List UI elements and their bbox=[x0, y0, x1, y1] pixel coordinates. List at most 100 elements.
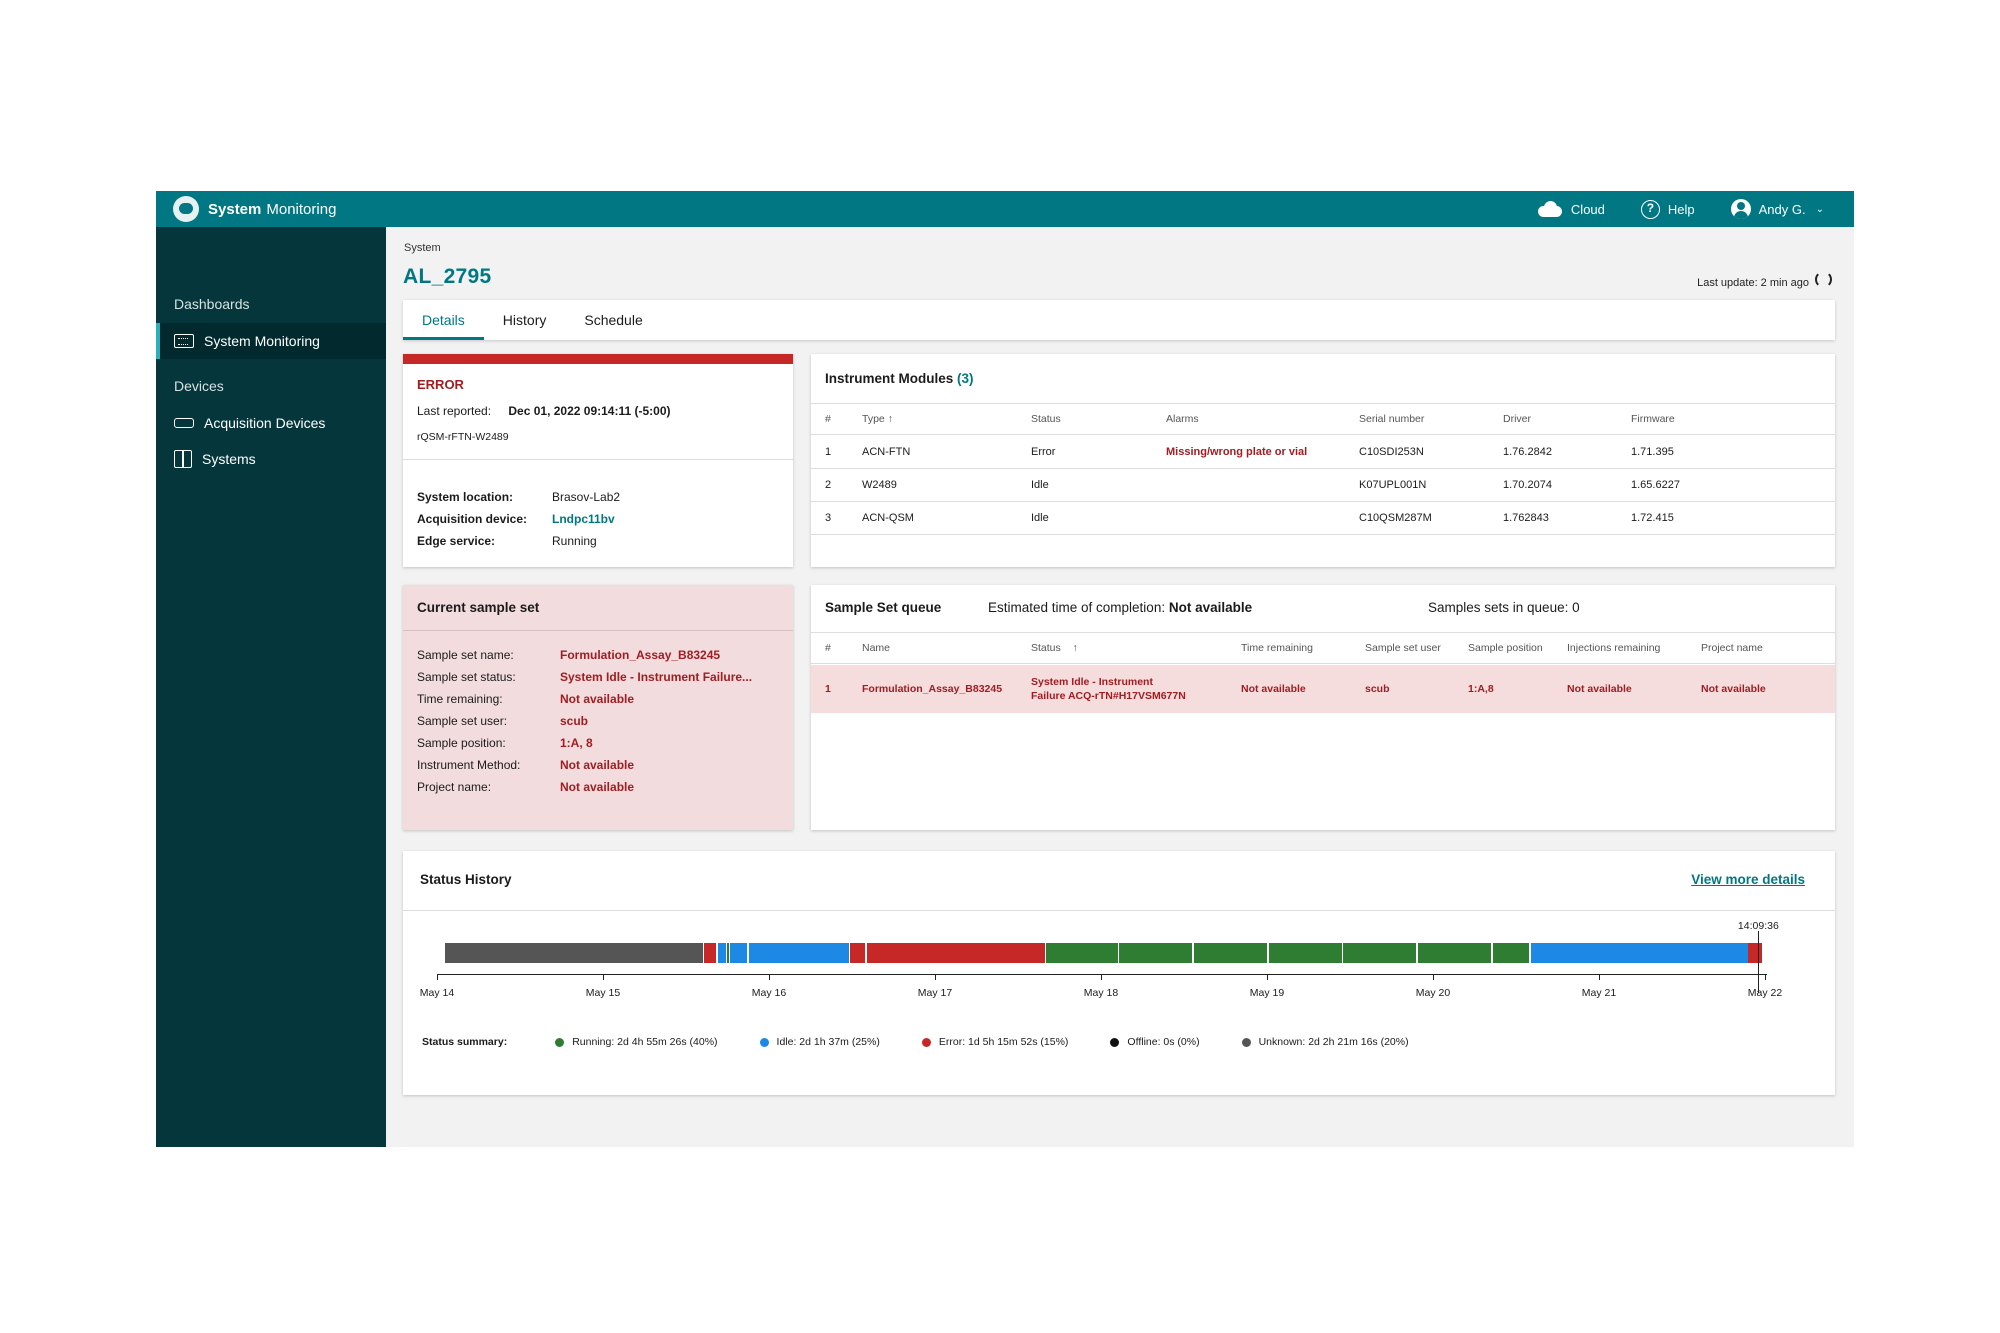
table-row[interactable]: 3 ACN-QSM Idle C10QSM287M 1.762843 1.72.… bbox=[811, 502, 1835, 535]
timeline-segment-error[interactable] bbox=[704, 943, 716, 963]
timeline-tick bbox=[603, 974, 604, 980]
timeline-segment-error[interactable] bbox=[850, 943, 866, 963]
user-name: Andy G. bbox=[1758, 201, 1806, 217]
timeline-segment-running[interactable] bbox=[1119, 943, 1193, 963]
sample-set-status: Sample set status: System Idle - Instrume… bbox=[417, 670, 752, 684]
timeline-segment-running[interactable] bbox=[1193, 943, 1267, 963]
user-menu[interactable]: Andy G. ⌄ bbox=[1730, 199, 1824, 219]
tab-schedule[interactable]: Schedule bbox=[584, 312, 643, 328]
cell: W2489 bbox=[862, 479, 897, 491]
main-content: System AL_2795 Last update: 2 min ago De… bbox=[386, 227, 1854, 1147]
edge-service: Edge service: Running bbox=[417, 534, 597, 548]
timeline-segment-error[interactable] bbox=[866, 943, 1045, 963]
column-header-status[interactable]: Status ↑ bbox=[1031, 633, 1078, 663]
field-value: Not available bbox=[560, 780, 635, 794]
timeline-day-label: May 17 bbox=[917, 987, 953, 999]
sort-arrow-up-icon: ↑ bbox=[887, 413, 893, 425]
project-name: Project name: Not available bbox=[417, 780, 634, 794]
app-brand[interactable]: System Monitoring bbox=[173, 196, 336, 222]
column-header: Alarms bbox=[1166, 413, 1199, 425]
table-row[interactable]: 1 ACN-FTN Error Missing/wrong plate or v… bbox=[811, 436, 1835, 469]
estimated-completion-value: Not available bbox=[1168, 600, 1253, 615]
timeline-segment-unknown[interactable] bbox=[445, 943, 703, 963]
column-header: Sample set user bbox=[1365, 642, 1441, 654]
timeline-day-label: May 21 bbox=[1581, 987, 1617, 999]
current-sample-set-title: Current sample set bbox=[417, 600, 540, 615]
field-value: scub bbox=[560, 714, 589, 728]
cell: 1 bbox=[825, 683, 831, 695]
legend-text: Idle: 2d 1h 37m (25%) bbox=[776, 1036, 880, 1048]
sample-position: Sample position: 1:A, 8 bbox=[417, 736, 593, 750]
column-header: Time remaining bbox=[1241, 642, 1313, 654]
queue-table-header: # Name Status ↑ Time remaining Sample se… bbox=[811, 632, 1835, 664]
time-remaining: Time remaining: Not available bbox=[417, 692, 634, 706]
field-label: Sample set status: bbox=[417, 670, 516, 684]
timeline-day-label: May 20 bbox=[1415, 987, 1451, 999]
instrument-method: Instrument Method: Not available bbox=[417, 758, 634, 772]
cloud-button[interactable]: Cloud bbox=[1537, 200, 1605, 218]
last-reported-label: Last reported: bbox=[417, 404, 492, 418]
cell: Not available bbox=[1567, 683, 1632, 695]
timeline-segment-idle[interactable] bbox=[1530, 943, 1749, 963]
sample-set-name: Sample set name: Formulation_Assay_B83245 bbox=[417, 648, 720, 662]
help-button[interactable]: ? Help bbox=[1640, 199, 1695, 219]
cell: Idle bbox=[1031, 479, 1049, 491]
column-header: Name bbox=[862, 642, 891, 654]
view-more-details-link[interactable]: View more details bbox=[1691, 872, 1805, 887]
legend-text: Offline: 0s (0%) bbox=[1127, 1036, 1200, 1048]
current-time-marker bbox=[1758, 931, 1760, 993]
systems-icon bbox=[174, 450, 192, 468]
timeline-segment-running[interactable] bbox=[1343, 943, 1417, 963]
timeline-segment-error[interactable] bbox=[1748, 943, 1762, 963]
field-label: Project name: bbox=[417, 780, 492, 794]
field-label: Sample set name: bbox=[417, 648, 514, 662]
timeline-segment-idle[interactable] bbox=[729, 943, 748, 963]
timeline-tick bbox=[1765, 974, 1766, 980]
table-row[interactable]: 2 W2489 Idle K07UPL001N 1.70.2074 1.65.6… bbox=[811, 469, 1835, 502]
current-sample-set-card: Current sample set Sample set name: Formu… bbox=[403, 585, 793, 830]
tab-history[interactable]: History bbox=[502, 312, 547, 328]
tab-bar: Details History Schedule bbox=[403, 300, 1835, 340]
user-avatar-icon bbox=[1730, 199, 1751, 219]
status-history-title: Status History bbox=[420, 872, 512, 887]
timeline-tick bbox=[437, 974, 438, 980]
cell: K07UPL001N bbox=[1359, 479, 1427, 491]
table-row[interactable]: 1 Formulation_Assay_B83245 System Idle -… bbox=[811, 665, 1835, 713]
timeline-day-label: May 22 bbox=[1747, 987, 1783, 999]
edge-service-value: Running bbox=[552, 534, 597, 548]
column-header: Serial number bbox=[1359, 413, 1425, 425]
instrument-modules-card: Instrument Modules (3) # Type ↑ Status A… bbox=[811, 354, 1835, 567]
sample-set-user: Sample set user: scub bbox=[417, 714, 588, 728]
column-header-type[interactable]: Type ↑ bbox=[862, 404, 893, 434]
sidebar-item-system-monitoring[interactable]: System Monitoring bbox=[156, 323, 386, 359]
timeline-segment-idle[interactable] bbox=[749, 943, 849, 963]
status-line: System Idle - Instrument bbox=[1031, 676, 1153, 688]
cell: Idle bbox=[1031, 512, 1049, 524]
cell: Not available bbox=[1701, 683, 1766, 695]
timeline-segment-running[interactable] bbox=[1268, 943, 1342, 963]
timeline-day-label: May 16 bbox=[751, 987, 787, 999]
column-header: Status bbox=[1031, 413, 1061, 425]
acquisition-device-link[interactable]: Lndpc11bv bbox=[552, 512, 615, 526]
timeline-segment-running[interactable] bbox=[1492, 943, 1530, 963]
timeline-segment-running[interactable] bbox=[1046, 943, 1118, 963]
sidebar-item-systems[interactable]: Systems bbox=[156, 441, 386, 477]
tab-details[interactable]: Details bbox=[403, 300, 484, 340]
column-header: # bbox=[825, 642, 831, 654]
system-location-value: Brasov-Lab2 bbox=[552, 490, 621, 504]
sidebar-item-acquisition-devices[interactable]: Acquisition Devices bbox=[156, 405, 386, 441]
cloud-icon bbox=[1537, 200, 1563, 218]
refresh-icon[interactable] bbox=[1815, 271, 1832, 288]
column-header: Project name bbox=[1701, 642, 1763, 654]
breadcrumb[interactable]: System bbox=[404, 242, 441, 254]
timeline-segment-idle[interactable] bbox=[717, 943, 726, 963]
divider bbox=[403, 459, 793, 460]
legend-dot-icon bbox=[555, 1037, 565, 1047]
legend-text: Error: 1d 5h 15m 52s (15%) bbox=[938, 1036, 1069, 1048]
status-summary: Status summary: Running: 2d 4h 55m 26s (… bbox=[422, 1036, 1451, 1048]
sort-arrow-up-icon: ↑ bbox=[1072, 642, 1078, 654]
timeline-segment-running[interactable] bbox=[1418, 943, 1492, 963]
timeline-segment-running[interactable] bbox=[726, 943, 730, 963]
cell: C10SDI253N bbox=[1359, 446, 1424, 458]
field-value: Formulation_Assay_B83245 bbox=[560, 648, 721, 662]
